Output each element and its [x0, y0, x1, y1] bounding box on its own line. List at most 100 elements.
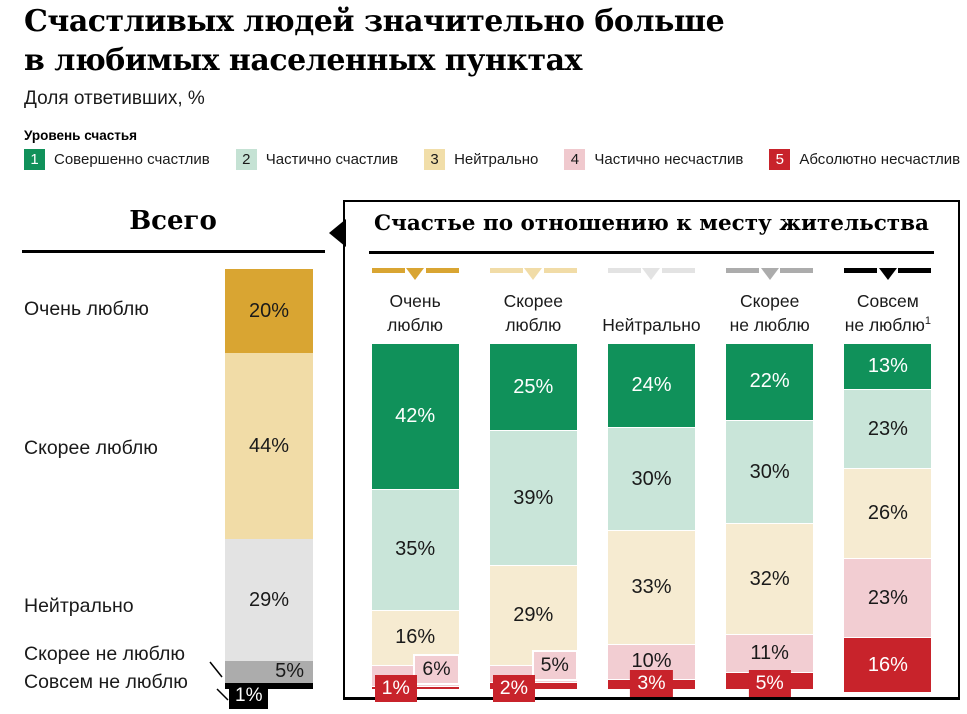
attitude-column: Совсем не люблю1 13% 23% 26% 23% 16% — [829, 268, 947, 693]
column-label: Нейтрально — [602, 289, 700, 337]
legend-label: Совершенно счастлив — [54, 151, 210, 168]
segment-value: 33% — [631, 576, 672, 599]
total-panel: Всего 20% 44% 29% 5% 1% Очень люблю Скорее лю… — [20, 196, 330, 709]
bar-segment: 11% — [726, 633, 814, 672]
legend-title: Уровень счастья — [24, 128, 138, 143]
segment-value: 39% — [513, 486, 554, 509]
segment-value: 23% — [867, 586, 908, 609]
bar-segment: 26% — [844, 468, 932, 558]
bar-segment: 33% — [607, 530, 695, 645]
legend-item: 2 Частично счастлив — [235, 149, 398, 170]
total-row-label: Совсем не люблю — [24, 671, 188, 693]
page-subtitle: Доля ответивших, % — [24, 88, 205, 109]
bar-segment: 13% — [844, 344, 932, 389]
legend-row: 1 Совершенно счастлив 2 Частично счастлив 3 Н… — [24, 149, 960, 170]
segment-value: 10% — [631, 650, 672, 673]
column-marker — [844, 268, 932, 280]
bar-segment: 29% — [489, 564, 577, 665]
marker-line — [661, 268, 695, 273]
segment-value: 30% — [631, 467, 672, 490]
legend-swatch: 5 — [769, 149, 791, 170]
total-bar-segment: 44% — [225, 353, 313, 540]
legend-item: 5 Абсолютно несчастлив — [769, 149, 960, 170]
total-row-label: Нейтрально — [24, 595, 134, 617]
legend-label: Нейтрально — [454, 151, 539, 168]
segment-value: 29% — [248, 588, 290, 611]
segment-value-chip: 1% — [374, 674, 417, 702]
attitude-bar: 24% 30% 33% 10% 3% — [607, 344, 695, 697]
segment-value-chip: 6% — [415, 655, 458, 683]
attitude-panel-rule — [369, 251, 934, 254]
attitude-column: Нейтрально 24% 30% 33% 10% 3% — [592, 268, 710, 697]
marker-line — [780, 268, 814, 273]
segment-value-chip: 2% — [492, 674, 535, 702]
bar-segment: 16% — [844, 637, 932, 693]
legend-swatch: 3 — [424, 149, 446, 170]
total-bar-segment: 20% — [225, 269, 313, 354]
total-row-label: Очень люблю — [24, 298, 149, 320]
column-label-line2: Нейтрально — [602, 315, 701, 335]
legend-label: Частично несчастлив — [594, 151, 744, 168]
segment-value-chip: 3% — [630, 669, 673, 697]
bar-segment: 24% — [607, 344, 695, 427]
bar-segment: 22% — [726, 344, 814, 420]
marker-line — [844, 268, 878, 273]
segment-value: 44% — [248, 434, 290, 457]
attitude-bar: 25% 39% 29% 5% 2% — [489, 344, 577, 702]
marker-triangle-icon — [878, 268, 897, 280]
bar-segment: 30% — [726, 419, 814, 524]
column-label: Совсем не люблю1 — [845, 289, 931, 337]
marker-line — [371, 268, 405, 273]
total-panel-title: Всего — [129, 206, 217, 236]
column-label-line2: люблю — [505, 315, 562, 335]
bar-segment: 25% — [489, 344, 577, 431]
bar-segment: 39% — [489, 430, 577, 565]
segment-value: 16% — [867, 653, 908, 676]
column-label-line2: не люблю1 — [844, 315, 931, 335]
segment-value: 13% — [867, 354, 908, 377]
segment-value: 20% — [248, 299, 290, 322]
attitude-column: Скорее люблю 25% 39% 29% 5% 2% — [474, 268, 592, 702]
segment-value: 30% — [749, 460, 790, 483]
legend-swatch: 1 — [24, 149, 45, 170]
callout-arrow-icon — [329, 219, 346, 247]
column-label-line1: Очень — [389, 291, 441, 311]
attitude-panel: Счастье по отношению к месту жительства … — [329, 200, 960, 702]
bar-segment: 35% — [371, 488, 459, 610]
column-label-line1: Совсем — [856, 291, 919, 311]
marker-line — [898, 268, 932, 273]
attitude-column: Скорее не люблю 22% 30% 32% 11% 5% — [711, 268, 829, 697]
column-label: Скорее не люблю — [730, 289, 810, 337]
footnote-marker: 1 — [924, 315, 931, 328]
segment-value: 42% — [395, 404, 436, 427]
attitude-bar: 42% 35% 16% 6% 1% — [371, 344, 459, 702]
column-marker — [726, 268, 814, 280]
segment-value: 25% — [513, 375, 554, 398]
column-label: Очень люблю — [387, 289, 443, 337]
legend-item: 1 Совершенно счастлив — [24, 149, 210, 170]
marker-line — [543, 268, 577, 273]
segment-value-chip: 5% — [533, 652, 576, 680]
column-label-line1: Скорее — [503, 291, 563, 311]
segment-value: 22% — [749, 370, 790, 393]
marker-line — [489, 268, 523, 273]
bar-segment: 42% — [371, 344, 459, 489]
marker-triangle-icon — [406, 268, 425, 280]
attitude-columns: Очень люблю 42% 35% 16% 6% 1% Скорее люблю 25% 39%… — [356, 268, 947, 702]
bar-segment: 23% — [844, 388, 932, 469]
page-title-line2: в любимых населенных пунктах — [24, 43, 582, 78]
attitude-column: Очень люблю 42% 35% 16% 6% 1% — [356, 268, 474, 702]
legend-swatch: 4 — [564, 149, 586, 170]
total-bar-segment: 5% — [225, 660, 313, 683]
column-marker — [607, 268, 695, 280]
total-panel-rule — [22, 250, 325, 253]
legend-item: 4 Частично несчастлив — [564, 149, 743, 170]
marker-line — [425, 268, 459, 273]
segment-value: 29% — [513, 603, 554, 626]
segment-value: 11% — [750, 641, 789, 664]
bar-segment: 23% — [844, 557, 932, 638]
legend-item: 3 Нейтрально — [424, 149, 538, 170]
column-label-line2: люблю — [387, 315, 444, 335]
marker-line — [726, 268, 760, 273]
total-row-label: Скорее не люблю — [24, 643, 185, 665]
